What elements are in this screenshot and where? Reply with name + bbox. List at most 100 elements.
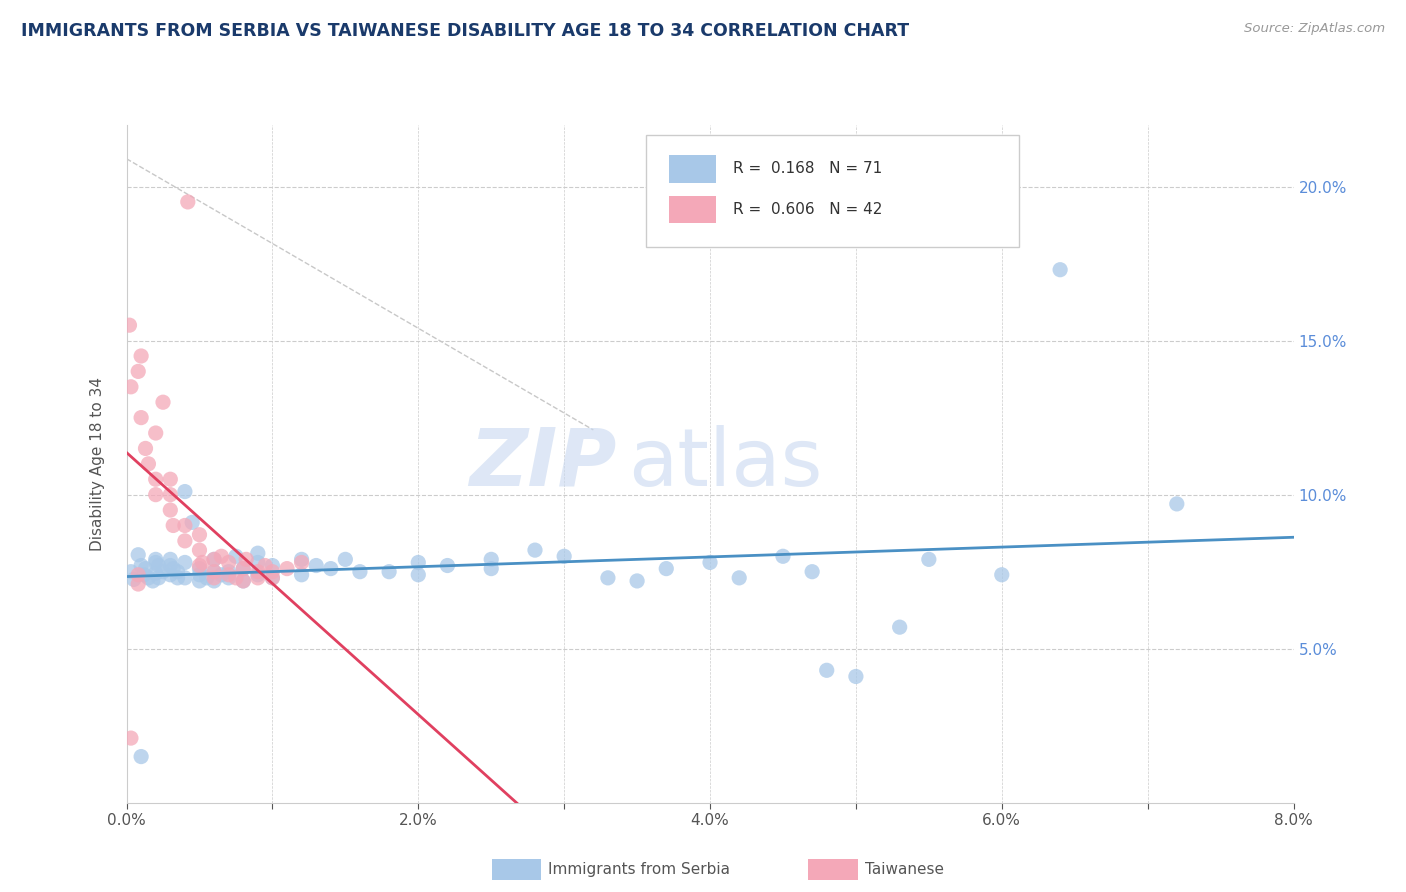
Point: [262, 571, 284, 585]
Text: R =  0.606   N = 42: R = 0.606 N = 42: [734, 202, 883, 217]
Point: [127, 364, 149, 378]
Point: [553, 549, 575, 564]
Point: [188, 527, 211, 541]
Point: [262, 571, 284, 585]
Point: [335, 552, 357, 566]
Point: [408, 567, 430, 582]
Point: [159, 552, 181, 566]
Point: [436, 558, 458, 573]
Point: [246, 571, 269, 585]
Point: [120, 380, 142, 394]
Point: [188, 567, 211, 582]
Text: Source: ZipAtlas.com: Source: ZipAtlas.com: [1244, 22, 1385, 36]
Point: [254, 558, 277, 573]
Point: [159, 567, 181, 582]
Point: [202, 552, 225, 566]
Point: [159, 472, 181, 486]
Text: Taiwanese: Taiwanese: [865, 863, 943, 877]
Point: [262, 558, 284, 573]
Point: [218, 565, 240, 579]
Point: [120, 731, 142, 745]
Text: IMMIGRANTS FROM SERBIA VS TAIWANESE DISABILITY AGE 18 TO 34 CORRELATION CHART: IMMIGRANTS FROM SERBIA VS TAIWANESE DISA…: [21, 22, 910, 40]
Point: [174, 556, 197, 570]
Point: [138, 457, 160, 471]
Point: [232, 574, 254, 588]
Point: [145, 566, 167, 581]
Point: [127, 577, 149, 591]
Point: [772, 549, 794, 564]
Point: [162, 518, 184, 533]
Point: [1049, 262, 1071, 277]
Point: [145, 472, 167, 486]
Point: [209, 549, 232, 564]
Point: [152, 565, 174, 579]
Point: [174, 484, 197, 499]
Text: ZIP: ZIP: [470, 425, 617, 503]
Point: [202, 571, 225, 585]
Point: [174, 533, 197, 548]
Point: [152, 395, 174, 409]
FancyBboxPatch shape: [645, 135, 1019, 247]
Point: [142, 574, 165, 588]
Point: [191, 556, 214, 570]
Point: [290, 567, 312, 582]
Point: [728, 571, 751, 585]
Point: [129, 749, 152, 764]
Point: [174, 571, 197, 585]
Point: [408, 556, 430, 570]
Point: [225, 549, 247, 564]
Point: [479, 552, 502, 566]
Point: [232, 574, 254, 588]
Point: [174, 518, 197, 533]
Point: [1166, 497, 1188, 511]
Point: [132, 567, 155, 582]
Point: [232, 561, 254, 575]
Point: [145, 556, 167, 570]
Point: [815, 663, 838, 677]
Point: [188, 561, 211, 575]
Point: [225, 571, 247, 585]
Point: [699, 556, 721, 570]
Text: Immigrants from Serbia: Immigrants from Serbia: [548, 863, 730, 877]
Point: [159, 503, 181, 517]
FancyBboxPatch shape: [669, 155, 716, 183]
Point: [159, 558, 181, 573]
Point: [801, 565, 824, 579]
Point: [127, 548, 149, 562]
Point: [159, 488, 181, 502]
Point: [378, 565, 401, 579]
Point: [145, 425, 167, 440]
Point: [523, 543, 546, 558]
Point: [349, 565, 371, 579]
Point: [845, 669, 868, 683]
Y-axis label: Disability Age 18 to 34: Disability Age 18 to 34: [90, 376, 105, 551]
Point: [148, 558, 170, 573]
Point: [246, 565, 269, 579]
Point: [134, 442, 156, 456]
Point: [134, 561, 156, 575]
Point: [246, 546, 269, 560]
Point: [188, 558, 211, 573]
Text: R =  0.168   N = 71: R = 0.168 N = 71: [734, 161, 883, 177]
Point: [319, 561, 342, 575]
Point: [120, 565, 142, 579]
Point: [188, 574, 211, 588]
Point: [218, 556, 240, 570]
Point: [127, 567, 149, 582]
Point: [218, 567, 240, 582]
Point: [655, 561, 678, 575]
Point: [626, 574, 648, 588]
Point: [202, 574, 225, 588]
Point: [129, 349, 152, 363]
Point: [889, 620, 911, 634]
Point: [202, 565, 225, 579]
Point: [188, 543, 211, 558]
Point: [918, 552, 941, 566]
Point: [202, 552, 225, 566]
Point: [218, 571, 240, 585]
Point: [118, 318, 141, 333]
Point: [181, 516, 204, 530]
Point: [195, 571, 218, 585]
FancyBboxPatch shape: [669, 196, 716, 223]
Point: [122, 573, 145, 587]
